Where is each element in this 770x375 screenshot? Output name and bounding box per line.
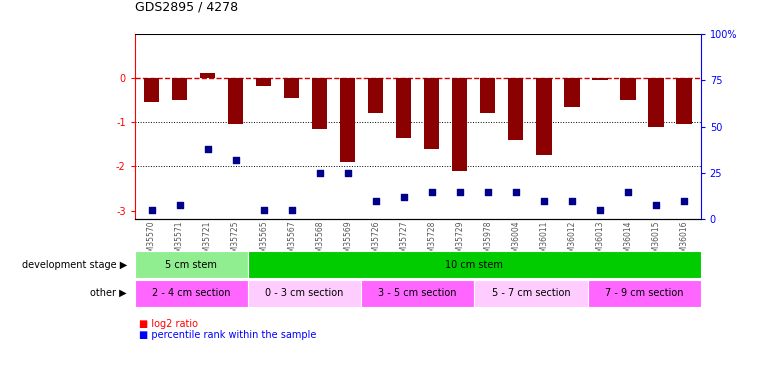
Bar <box>228 78 243 124</box>
Text: 0 - 3 cm section: 0 - 3 cm section <box>266 288 343 298</box>
Bar <box>480 78 495 113</box>
Bar <box>564 78 580 106</box>
Point <box>370 198 382 204</box>
Point <box>286 207 298 213</box>
Bar <box>676 78 691 124</box>
Text: 7 - 9 cm section: 7 - 9 cm section <box>605 288 683 298</box>
Point <box>594 207 606 213</box>
Point <box>566 198 578 204</box>
Point <box>426 189 438 195</box>
Bar <box>312 78 327 129</box>
Text: development stage ▶: development stage ▶ <box>22 260 127 270</box>
Bar <box>592 78 608 80</box>
Point <box>621 189 634 195</box>
Point <box>342 170 354 176</box>
Bar <box>368 78 383 113</box>
Text: ■ percentile rank within the sample: ■ percentile rank within the sample <box>139 330 316 340</box>
Point <box>678 198 690 204</box>
Text: GDS2895 / 4278: GDS2895 / 4278 <box>135 0 238 13</box>
Point <box>313 170 326 176</box>
Point <box>510 189 522 195</box>
Bar <box>424 78 440 148</box>
Bar <box>340 78 356 162</box>
Bar <box>396 78 411 138</box>
Bar <box>648 78 664 127</box>
Bar <box>200 73 216 78</box>
Bar <box>536 78 551 155</box>
Text: 10 cm stem: 10 cm stem <box>445 260 504 270</box>
Text: 2 - 4 cm section: 2 - 4 cm section <box>152 288 230 298</box>
Point <box>229 157 242 163</box>
Bar <box>284 78 300 98</box>
Text: 5 - 7 cm section: 5 - 7 cm section <box>491 288 571 298</box>
Bar <box>144 78 159 102</box>
Point <box>146 207 158 213</box>
Text: ■ log2 ratio: ■ log2 ratio <box>139 319 198 328</box>
Bar <box>508 78 524 140</box>
Text: 5 cm stem: 5 cm stem <box>166 260 217 270</box>
Bar <box>172 78 187 100</box>
Point <box>173 201 186 207</box>
Bar <box>620 78 635 100</box>
Bar <box>256 78 271 86</box>
Point <box>257 207 270 213</box>
Text: other ▶: other ▶ <box>90 288 127 298</box>
Text: 3 - 5 cm section: 3 - 5 cm section <box>379 288 457 298</box>
Point <box>202 146 214 152</box>
Point <box>537 198 550 204</box>
Point <box>481 189 494 195</box>
Point <box>650 201 662 207</box>
Bar <box>452 78 467 171</box>
Point <box>454 189 466 195</box>
Point <box>397 194 410 200</box>
